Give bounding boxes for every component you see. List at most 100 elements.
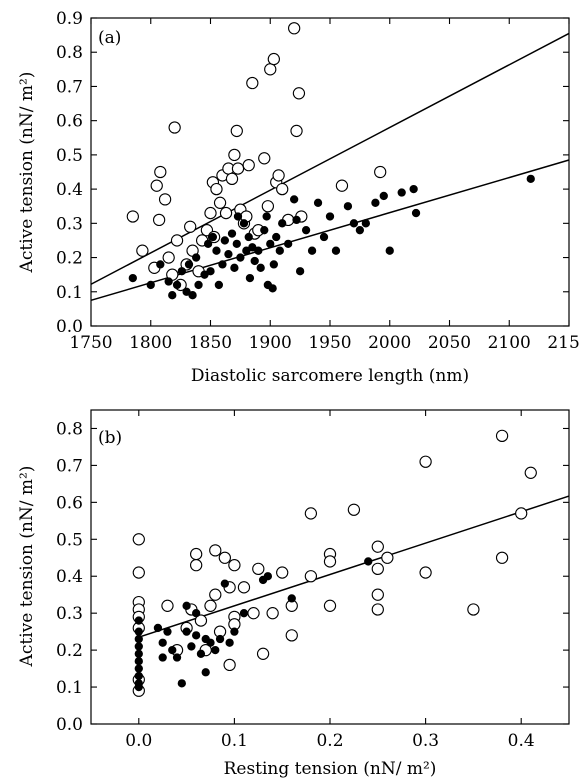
open-data-point bbox=[335, 179, 349, 192]
filled-data-point bbox=[409, 184, 418, 194]
open-data-point bbox=[258, 152, 271, 165]
filled-data-point bbox=[233, 212, 243, 221]
x-tick-label: 1900 bbox=[249, 333, 292, 353]
filled-data-point bbox=[268, 284, 277, 293]
open-data-point bbox=[371, 540, 384, 553]
filled-data-point bbox=[244, 232, 253, 242]
open-data-point bbox=[150, 179, 163, 192]
x-tick-label: 0.1 bbox=[221, 731, 248, 751]
y-tick-label: 0.4 bbox=[56, 180, 83, 200]
y-tick-label: 0.1 bbox=[56, 678, 83, 698]
filled-data-point bbox=[224, 249, 233, 259]
y-tick-label: 0.2 bbox=[56, 641, 83, 661]
open-data-point bbox=[495, 551, 509, 564]
filled-data-point bbox=[128, 273, 137, 283]
filled-data-point bbox=[272, 232, 281, 242]
filled-data-point bbox=[295, 267, 305, 276]
filled-data-point bbox=[206, 267, 215, 276]
open-data-point bbox=[190, 547, 203, 561]
open-data-point bbox=[190, 559, 203, 572]
x-tick-label: 0.4 bbox=[508, 731, 535, 751]
filled-data-point bbox=[192, 631, 201, 640]
filled-data-point bbox=[397, 188, 406, 197]
filled-data-point bbox=[214, 280, 224, 290]
filled-data-point bbox=[168, 291, 177, 300]
filled-data-point bbox=[158, 638, 167, 647]
open-data-point bbox=[371, 603, 384, 616]
open-data-point bbox=[347, 503, 361, 516]
y-tick-label: 0.8 bbox=[56, 419, 83, 439]
filled-data-point bbox=[385, 246, 394, 255]
filled-data-point bbox=[292, 215, 301, 225]
open-data-point bbox=[276, 182, 289, 196]
open-data-point bbox=[290, 124, 303, 138]
open-data-point bbox=[524, 466, 537, 479]
y-tick-label: 0.3 bbox=[56, 214, 83, 234]
open-data-point bbox=[210, 182, 223, 196]
filled-data-point bbox=[239, 219, 249, 228]
open-data-point bbox=[323, 599, 337, 612]
open-data-point bbox=[162, 251, 175, 264]
filled-data-point bbox=[208, 232, 218, 242]
regression-line bbox=[90, 32, 570, 285]
open-data-point bbox=[223, 658, 236, 672]
panel-label-a: (a) bbox=[98, 28, 121, 48]
filled-data-point bbox=[236, 253, 245, 262]
filled-data-point bbox=[164, 277, 173, 286]
open-data-point bbox=[194, 614, 208, 627]
filled-data-point bbox=[206, 638, 215, 647]
x-tick-label: 0.2 bbox=[316, 731, 343, 751]
open-data-point bbox=[161, 599, 174, 612]
filled-data-point bbox=[203, 239, 213, 249]
filled-data-point bbox=[287, 594, 296, 603]
open-data-point bbox=[218, 551, 231, 564]
filled-data-point bbox=[177, 679, 186, 688]
open-data-point bbox=[272, 169, 285, 182]
panel-b: 0.0 0.1 0.2 0.3 0.4 0.0 0.1 0.2 0.3 0.4 0.5 0.6 0.7 0… bbox=[17, 409, 570, 779]
filled-data-point bbox=[194, 280, 203, 290]
open-data-point bbox=[168, 121, 181, 134]
open-data-point bbox=[126, 210, 139, 223]
open-data-point bbox=[204, 599, 217, 612]
open-data-point bbox=[213, 196, 227, 209]
filled-data-point bbox=[172, 280, 182, 290]
filled-data-point bbox=[364, 557, 373, 566]
open-data-point bbox=[219, 206, 233, 220]
filled-data-point bbox=[192, 609, 201, 618]
open-data-point bbox=[261, 200, 275, 213]
filled-data-point bbox=[146, 280, 155, 290]
filled-data-point bbox=[177, 267, 186, 276]
open-data-point bbox=[237, 581, 251, 594]
open-data-point bbox=[419, 566, 432, 579]
filled-data-point bbox=[325, 212, 335, 221]
filled-data-point bbox=[215, 634, 225, 644]
open-data-point bbox=[154, 165, 167, 179]
filled-data-point bbox=[227, 229, 237, 238]
y-tick-label: 0.6 bbox=[56, 493, 83, 513]
y-tick-label: 0.7 bbox=[56, 77, 83, 97]
x-tick-label: 1950 bbox=[308, 333, 351, 353]
x-axis-label-b: Resting tension (nN/ m²) bbox=[224, 759, 437, 779]
points-b bbox=[132, 429, 537, 697]
filled-data-point bbox=[163, 627, 172, 636]
filled-data-point bbox=[275, 246, 284, 255]
open-data-point bbox=[285, 629, 298, 642]
filled-data-point bbox=[349, 219, 359, 228]
filled-data-point bbox=[313, 198, 323, 207]
filled-data-point bbox=[250, 256, 259, 266]
open-data-point bbox=[256, 647, 270, 660]
open-data-point bbox=[228, 559, 241, 572]
x-axis-label-a: Diastolic sarcomere length (nm) bbox=[191, 366, 469, 386]
filled-data-point bbox=[134, 642, 143, 651]
filled-data-point bbox=[284, 239, 293, 249]
y-tick-label: 0.0 bbox=[56, 715, 83, 735]
filled-data-point bbox=[218, 260, 227, 269]
filled-data-point bbox=[355, 226, 365, 235]
y-axis-label-a: Active tension (nN/ m²) bbox=[17, 72, 37, 274]
filled-data-point bbox=[245, 273, 255, 283]
filled-data-point bbox=[230, 263, 239, 272]
y-tick-label: 0.5 bbox=[56, 146, 83, 166]
open-data-point bbox=[170, 234, 184, 247]
open-data-point bbox=[292, 87, 306, 100]
open-data-point bbox=[266, 607, 279, 620]
